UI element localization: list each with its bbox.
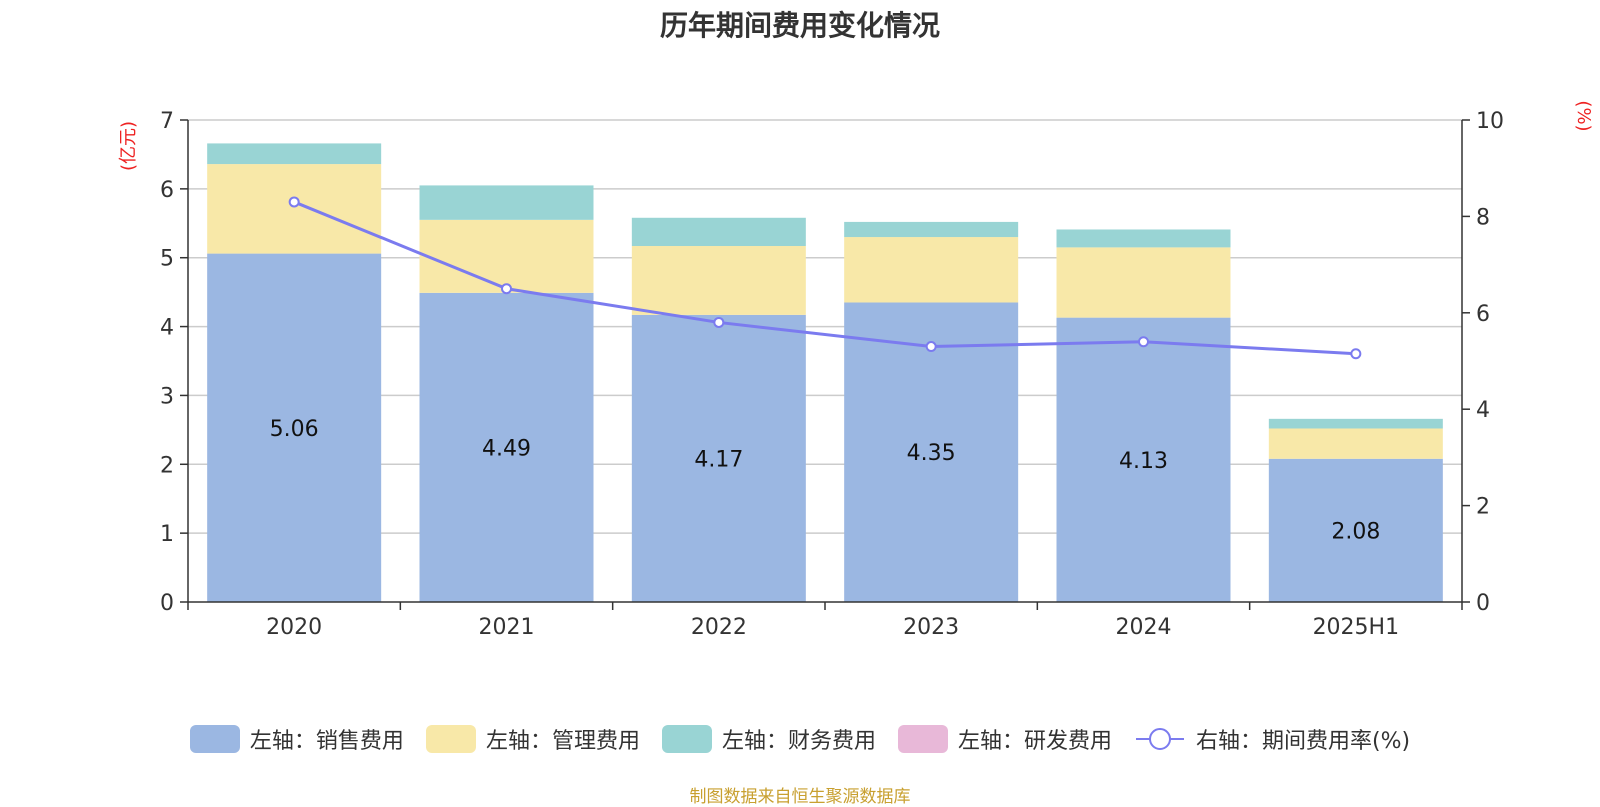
legend-line-circle	[1148, 728, 1171, 750]
bar-segment	[1268, 428, 1443, 459]
legend-swatch	[189, 725, 240, 753]
bar-segment	[631, 246, 806, 315]
legend-item[interactable]: 左轴：研发费用	[897, 723, 1112, 755]
legend-item[interactable]: 左轴：管理费用	[425, 723, 640, 755]
rate-line-path	[293, 200, 1356, 356]
bar-segment	[207, 164, 382, 254]
left-axis-tick-label: 0	[160, 591, 174, 616]
right-axis-tick-label: 0	[1476, 591, 1490, 616]
right-axis-tick-label: 6	[1476, 302, 1490, 327]
rate-point	[501, 283, 512, 295]
chart-title: 历年期间费用变化情况	[659, 9, 940, 42]
legend-label: 左轴：销售费用	[249, 729, 404, 754]
left-axis-tick-label: 7	[160, 109, 174, 134]
bar-segment	[844, 221, 1019, 238]
legend-item[interactable]: 左轴：销售费用	[189, 723, 404, 755]
source-note: 制图数据来自恒生聚源数据库	[689, 787, 911, 807]
right-axis-tick-label: 2	[1476, 495, 1490, 520]
rate-line	[288, 196, 1362, 360]
x-axis-tick-label: 2025H1	[1313, 615, 1400, 640]
bar-segment	[1268, 418, 1443, 429]
bar-value-label: 2.08	[1331, 519, 1380, 544]
bar-value-label: 5.06	[270, 417, 319, 442]
bar-segment	[631, 314, 806, 602]
left-axis-tick-label: 6	[160, 178, 174, 203]
legend-swatch	[425, 725, 476, 753]
legend: 左轴：销售费用 左轴：管理费用 左轴：财务费用 左轴：研发费用 右轴：期间费用率(%)	[0, 722, 1600, 756]
x-axis-tick-label: 2023	[903, 615, 959, 640]
legend-label: 左轴：管理费用	[485, 729, 640, 754]
bar-segment	[419, 185, 594, 220]
legend-swatch	[661, 725, 712, 753]
bar-segment	[844, 302, 1019, 602]
left-axis-tick-label: 5	[160, 247, 174, 272]
bar-segment	[419, 292, 594, 602]
bar-segment	[1056, 247, 1231, 318]
grid-lines	[188, 119, 1462, 534]
legend-item[interactable]: 左轴：财务费用	[661, 723, 876, 755]
left-axis-tick-label: 1	[160, 522, 174, 547]
x-axis-tick-label: 2020	[266, 615, 322, 640]
rate-point	[1350, 348, 1362, 360]
rate-point	[925, 341, 937, 353]
data-labels: 5.06 4.49 4.17 4.35 4.13 2.08	[270, 417, 1381, 545]
left-axis-unit-label: (亿元)	[118, 121, 139, 171]
bar-segment	[631, 217, 806, 247]
rate-point	[713, 316, 725, 328]
left-axis-tick-label: 3	[160, 384, 174, 409]
right-axis-tick-label: 4	[1476, 398, 1490, 423]
bar-segment	[1056, 317, 1231, 602]
bar-segment	[419, 219, 594, 293]
legend-label: 左轴：研发费用	[957, 729, 1112, 754]
x-axis-tick-label: 2024	[1116, 615, 1172, 640]
bar-value-label: 4.49	[482, 436, 531, 461]
bar-segment	[207, 253, 382, 602]
bar-segment	[1268, 458, 1443, 602]
bar-segment	[844, 237, 1019, 303]
bar-value-label: 4.17	[694, 447, 743, 472]
bar-value-label: 4.13	[1119, 449, 1168, 474]
legend-item[interactable]: 右轴：期间费用率(%)	[1134, 723, 1410, 755]
bar-segment	[1056, 229, 1231, 248]
right-axis-tick-label: 10	[1476, 109, 1504, 134]
x-axis-tick-label: 2021	[479, 615, 535, 640]
legend-label: 右轴：期间费用率(%)	[1195, 729, 1411, 754]
right-axis-unit-label: (%)	[1573, 100, 1594, 131]
right-axis-tick-label: 8	[1476, 205, 1490, 230]
bars	[207, 143, 1443, 602]
left-axis-tick-label: 4	[160, 316, 174, 341]
axes: 0 1 2 3 4 5 6 7 0 2 4 6 8 10 (亿元) (%) 2020 2021 2022 2023 20…	[118, 100, 1594, 640]
legend-swatch	[897, 725, 948, 753]
x-axis-tick-label: 2022	[691, 615, 747, 640]
rate-point	[1138, 336, 1149, 348]
left-axis-tick-label: 2	[160, 453, 174, 478]
bar-value-label: 4.35	[907, 441, 956, 466]
legend-label: 左轴：财务费用	[721, 729, 876, 754]
bar-segment	[207, 143, 382, 165]
rate-point	[288, 196, 300, 208]
legend-line-marker	[1135, 728, 1184, 750]
